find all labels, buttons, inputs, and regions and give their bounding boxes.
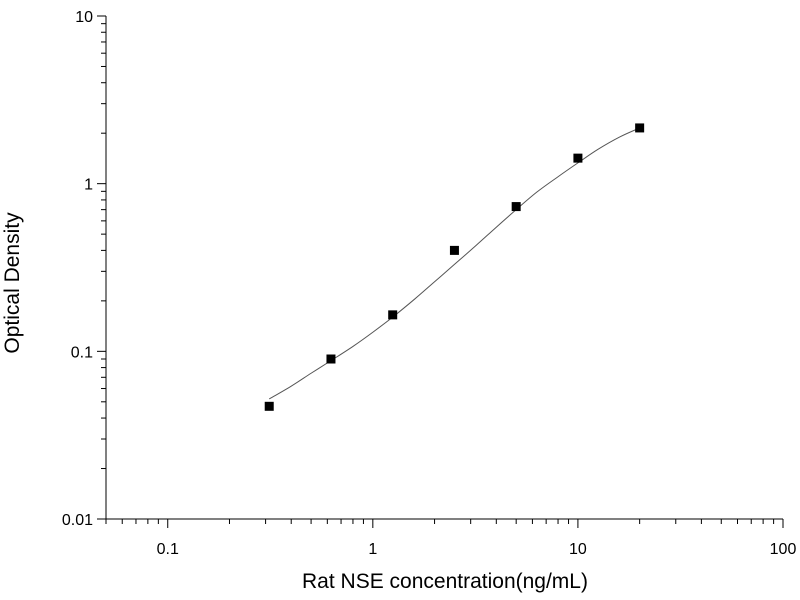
data-point (511, 202, 521, 212)
fit-curve (268, 127, 640, 400)
y-tick-label: 0.01 (62, 512, 93, 529)
y-axis-ticks: 0.01 0.1 1 10 (62, 9, 106, 529)
y-tick-label: 10 (75, 9, 93, 26)
x-tick-label: 1 (368, 541, 377, 558)
x-tick-label: 100 (770, 541, 797, 558)
data-point (388, 310, 398, 320)
data-point (449, 245, 459, 255)
fit-curve-layer (268, 127, 640, 400)
y-tick-label: 1 (84, 177, 93, 194)
data-points-layer (264, 123, 645, 411)
y-tick-label: 0.1 (71, 344, 93, 361)
plot-frame (105, 16, 783, 520)
data-point (573, 153, 583, 163)
x-tick-label: 10 (569, 541, 587, 558)
data-point (635, 123, 645, 133)
data-point (264, 401, 274, 411)
y-axis-title: Optical Density (1, 212, 24, 354)
data-point (326, 354, 336, 364)
x-axis-ticks: 0.1 1 10 100 (105, 519, 797, 558)
x-tick-label: 0.1 (157, 541, 179, 558)
x-axis-title: Rat NSE concentration(ng/mL) (302, 570, 588, 593)
